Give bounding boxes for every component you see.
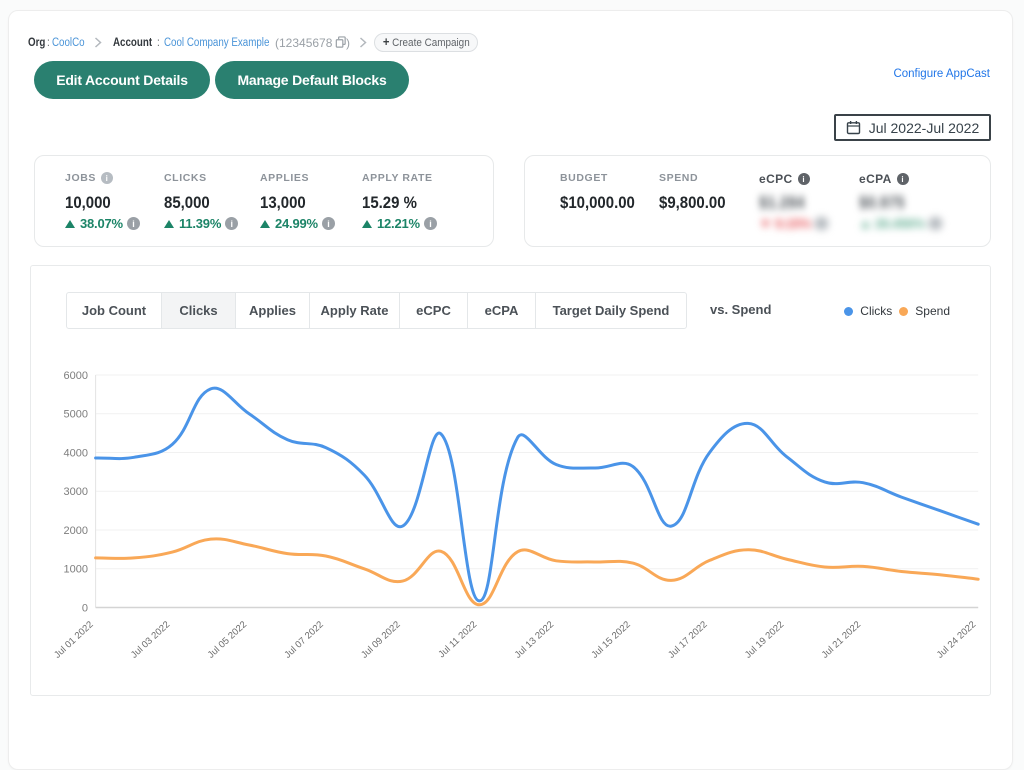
svg-text:Jul 21 2022: Jul 21 2022 (820, 619, 863, 661)
svg-text:Jul 11 2022: Jul 11 2022 (436, 619, 479, 660)
svg-text:3000: 3000 (64, 486, 88, 498)
svg-text:2000: 2000 (64, 525, 88, 537)
svg-text:Jul 05 2022: Jul 05 2022 (206, 619, 249, 661)
svg-text:Jul 15 2022: Jul 15 2022 (589, 619, 632, 661)
svg-text:1000: 1000 (64, 564, 88, 576)
svg-text:Jul 13 2022: Jul 13 2022 (513, 619, 556, 661)
svg-text:Jul 03 2022: Jul 03 2022 (129, 619, 172, 661)
svg-text:5000: 5000 (64, 409, 88, 421)
svg-text:0: 0 (82, 602, 88, 614)
svg-text:Jul 09 2022: Jul 09 2022 (359, 619, 402, 661)
svg-text:Jul 07 2022: Jul 07 2022 (282, 619, 325, 661)
svg-text:Jul 17 2022: Jul 17 2022 (666, 619, 709, 661)
svg-text:Jul 01 2022: Jul 01 2022 (52, 619, 95, 661)
svg-text:Jul 24 2022: Jul 24 2022 (935, 619, 978, 661)
svg-text:Jul 19 2022: Jul 19 2022 (743, 619, 786, 661)
svg-text:6000: 6000 (64, 370, 88, 382)
svg-text:4000: 4000 (64, 447, 88, 459)
